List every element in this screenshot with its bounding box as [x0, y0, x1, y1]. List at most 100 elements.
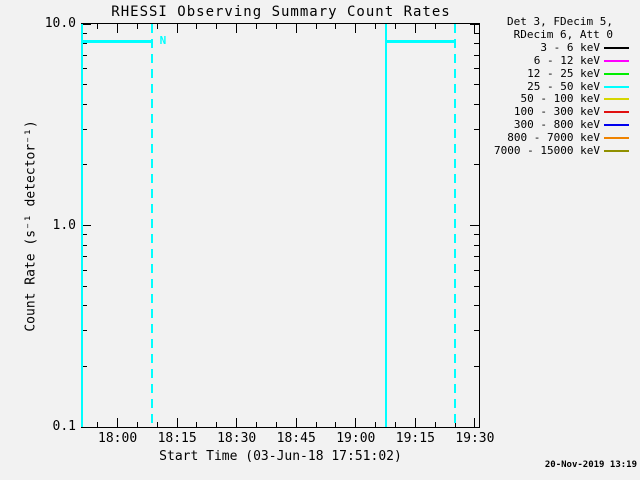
x-minor-tick	[275, 422, 277, 427]
y-minor-tick	[474, 164, 479, 166]
x-major-tick	[295, 24, 297, 33]
x-major-tick	[117, 24, 119, 33]
x-minor-tick	[315, 422, 317, 427]
y-minor-tick	[82, 269, 87, 271]
legend-header-line: RDecim 6, Att 0	[513, 28, 613, 41]
x-minor-tick	[216, 422, 218, 427]
x-major-tick	[176, 24, 178, 33]
y-major-tick	[470, 23, 479, 25]
y-major-tick	[82, 225, 91, 226]
x-minor-tick	[375, 422, 377, 427]
y-minor-tick	[82, 365, 87, 367]
y-minor-tick	[82, 305, 87, 307]
x-minor-tick	[97, 422, 99, 427]
y-minor-tick	[82, 256, 87, 258]
legend-line-swatch	[604, 72, 629, 75]
x-minor-tick	[434, 422, 436, 427]
x-major-tick	[474, 418, 476, 427]
y-minor-tick	[82, 244, 87, 246]
legend-line-swatch	[604, 111, 629, 114]
x-axis-title: Start Time (03-Jun-18 17:51:02)	[159, 449, 402, 464]
x-tick-label: 19:15	[395, 431, 435, 446]
y-minor-tick	[474, 54, 479, 56]
y-major-tick	[82, 23, 91, 25]
x-minor-tick	[97, 24, 99, 29]
y-major-tick	[470, 225, 479, 226]
x-tick-label: 18:00	[98, 431, 138, 446]
y-minor-tick	[82, 84, 87, 86]
x-major-tick	[176, 418, 178, 427]
legend-header-line: Det 3, FDecim 5,	[507, 15, 613, 28]
y-minor-tick	[82, 128, 87, 130]
x-major-tick	[295, 418, 297, 427]
y-minor-tick	[474, 84, 479, 86]
legend-entry-label: 7000 - 15000 keV	[494, 143, 600, 157]
x-minor-tick	[335, 422, 337, 427]
night-flag-solid-line	[384, 24, 387, 427]
legend-entry-label: 100 - 300 keV	[513, 105, 600, 119]
x-minor-tick	[256, 24, 258, 29]
night-flag-dashed-line	[454, 24, 457, 427]
y-minor-tick	[474, 269, 479, 271]
y-minor-tick	[82, 285, 87, 287]
y-tick-label: 1.0	[52, 217, 76, 233]
y-minor-tick	[82, 68, 87, 70]
x-minor-tick	[275, 24, 277, 29]
y-minor-tick	[82, 54, 87, 56]
y-tick-label: 10.0	[44, 16, 76, 31]
legend-line-swatch	[604, 136, 629, 139]
x-major-tick	[474, 24, 476, 33]
x-minor-tick	[394, 422, 396, 427]
chart-title: RHESSI Observing Summary Count Rates	[111, 4, 451, 20]
legend-entry-label: 12 - 25 keV	[527, 66, 600, 80]
y-minor-tick	[474, 244, 479, 246]
x-major-tick	[117, 418, 119, 427]
x-major-tick	[355, 418, 357, 427]
legend-line-swatch	[604, 124, 629, 127]
plot-area: N	[81, 23, 480, 428]
x-minor-tick	[196, 24, 198, 29]
y-minor-tick	[474, 128, 479, 130]
x-major-tick	[414, 418, 416, 427]
x-tick-label: 18:45	[276, 431, 316, 446]
x-tick-label: 19:00	[336, 431, 376, 446]
y-minor-tick	[82, 164, 87, 166]
legend-line-swatch	[604, 85, 629, 88]
y-minor-tick	[474, 305, 479, 307]
x-major-tick	[355, 24, 357, 33]
y-minor-tick	[474, 256, 479, 258]
y-minor-tick	[82, 330, 87, 332]
y-minor-tick	[474, 330, 479, 332]
x-minor-tick	[315, 24, 317, 29]
night-flag-dashed-line	[151, 24, 154, 427]
legend-line-swatch	[604, 59, 629, 62]
y-minor-tick	[474, 32, 479, 34]
x-major-tick	[414, 24, 416, 33]
y-minor-tick	[82, 43, 87, 45]
legend-entry-label: 50 - 100 keV	[520, 92, 600, 106]
y-major-tick	[470, 426, 479, 428]
legend-line-swatch	[604, 47, 629, 49]
y-minor-tick	[474, 234, 479, 236]
x-minor-tick	[196, 422, 198, 427]
x-minor-tick	[216, 24, 218, 29]
y-minor-tick	[82, 234, 87, 236]
x-minor-tick	[394, 24, 396, 29]
x-minor-tick	[375, 24, 377, 29]
legend-entry-label: 3 - 6 keV	[540, 41, 600, 54]
y-minor-tick	[474, 365, 479, 367]
x-tick-label: 18:30	[217, 431, 257, 446]
night-flag-label: N	[159, 34, 167, 48]
legend-entry-label: 300 - 800 keV	[513, 118, 600, 132]
x-minor-tick	[156, 24, 158, 29]
x-minor-tick	[136, 422, 138, 427]
x-minor-tick	[156, 422, 158, 427]
y-minor-tick	[474, 103, 479, 105]
y-minor-tick	[474, 43, 479, 45]
y-minor-tick	[474, 68, 479, 70]
x-minor-tick	[434, 24, 436, 29]
x-major-tick	[236, 24, 238, 33]
legend-entry-label: 6 - 12 keV	[533, 53, 600, 67]
legend-line-swatch	[604, 98, 629, 101]
